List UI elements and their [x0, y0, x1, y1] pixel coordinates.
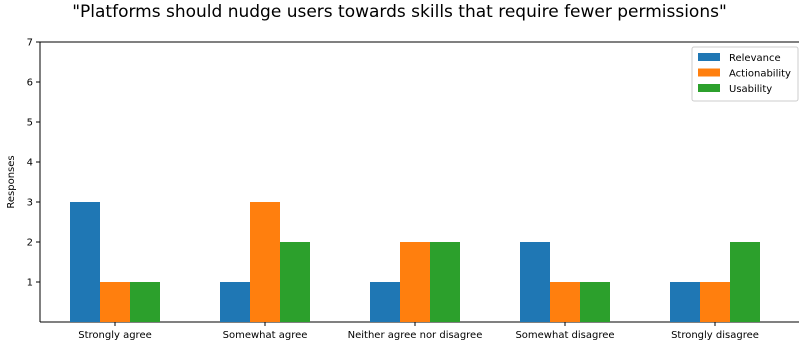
bar-actionability-5: [700, 282, 730, 322]
bar-actionability-1: [100, 282, 130, 322]
legend-label-actionability: Actionability: [729, 69, 791, 80]
x-tick-label: Neither agree nor disagree: [348, 330, 483, 341]
bar-usability-2: [280, 242, 310, 322]
y-tick-label: 7: [27, 38, 33, 49]
y-tick-label: 6: [27, 78, 33, 89]
bar-usability-5: [730, 242, 760, 322]
y-tick-label: 4: [27, 158, 33, 169]
bars-group: [70, 202, 760, 322]
bar-usability-4: [580, 282, 610, 322]
y-tick-label: 2: [27, 238, 33, 249]
bar-actionability-3: [400, 242, 430, 322]
x-tick-label: Somewhat disagree: [515, 330, 614, 341]
legend-swatch-usability: [698, 84, 720, 92]
bar-relevance-5: [670, 282, 700, 322]
bar-usability-3: [430, 242, 460, 322]
bar-usability-1: [130, 282, 160, 322]
y-tick-label: 3: [27, 198, 33, 209]
bar-relevance-2: [220, 282, 250, 322]
chart-title: "Platforms should nudge users towards sk…: [72, 2, 727, 22]
y-tick-label: 1: [27, 278, 33, 289]
legend-label-relevance: Relevance: [729, 53, 781, 64]
x-tick-label: Strongly disagree: [671, 330, 759, 341]
ticks-group: 1 2 3 4 5 6 7 Strongly agree Somewhat agree Neith…: [27, 38, 759, 342]
bar-actionability-4: [550, 282, 580, 322]
y-axis-label: Responses: [6, 155, 17, 208]
legend: Relevance Actionability Usability: [691, 46, 799, 102]
x-tick-label: Somewhat agree: [223, 330, 308, 341]
bar-relevance-1: [70, 202, 100, 322]
bar-actionability-2: [250, 202, 280, 322]
legend-label-usability: Usability: [729, 84, 772, 95]
bar-relevance-4: [520, 242, 550, 322]
legend-swatch-actionability: [698, 68, 720, 77]
y-tick-label: 5: [27, 118, 33, 129]
x-tick-label: Strongly agree: [78, 330, 152, 341]
legend-swatch-relevance: [698, 53, 720, 61]
bar-relevance-3: [370, 282, 400, 322]
